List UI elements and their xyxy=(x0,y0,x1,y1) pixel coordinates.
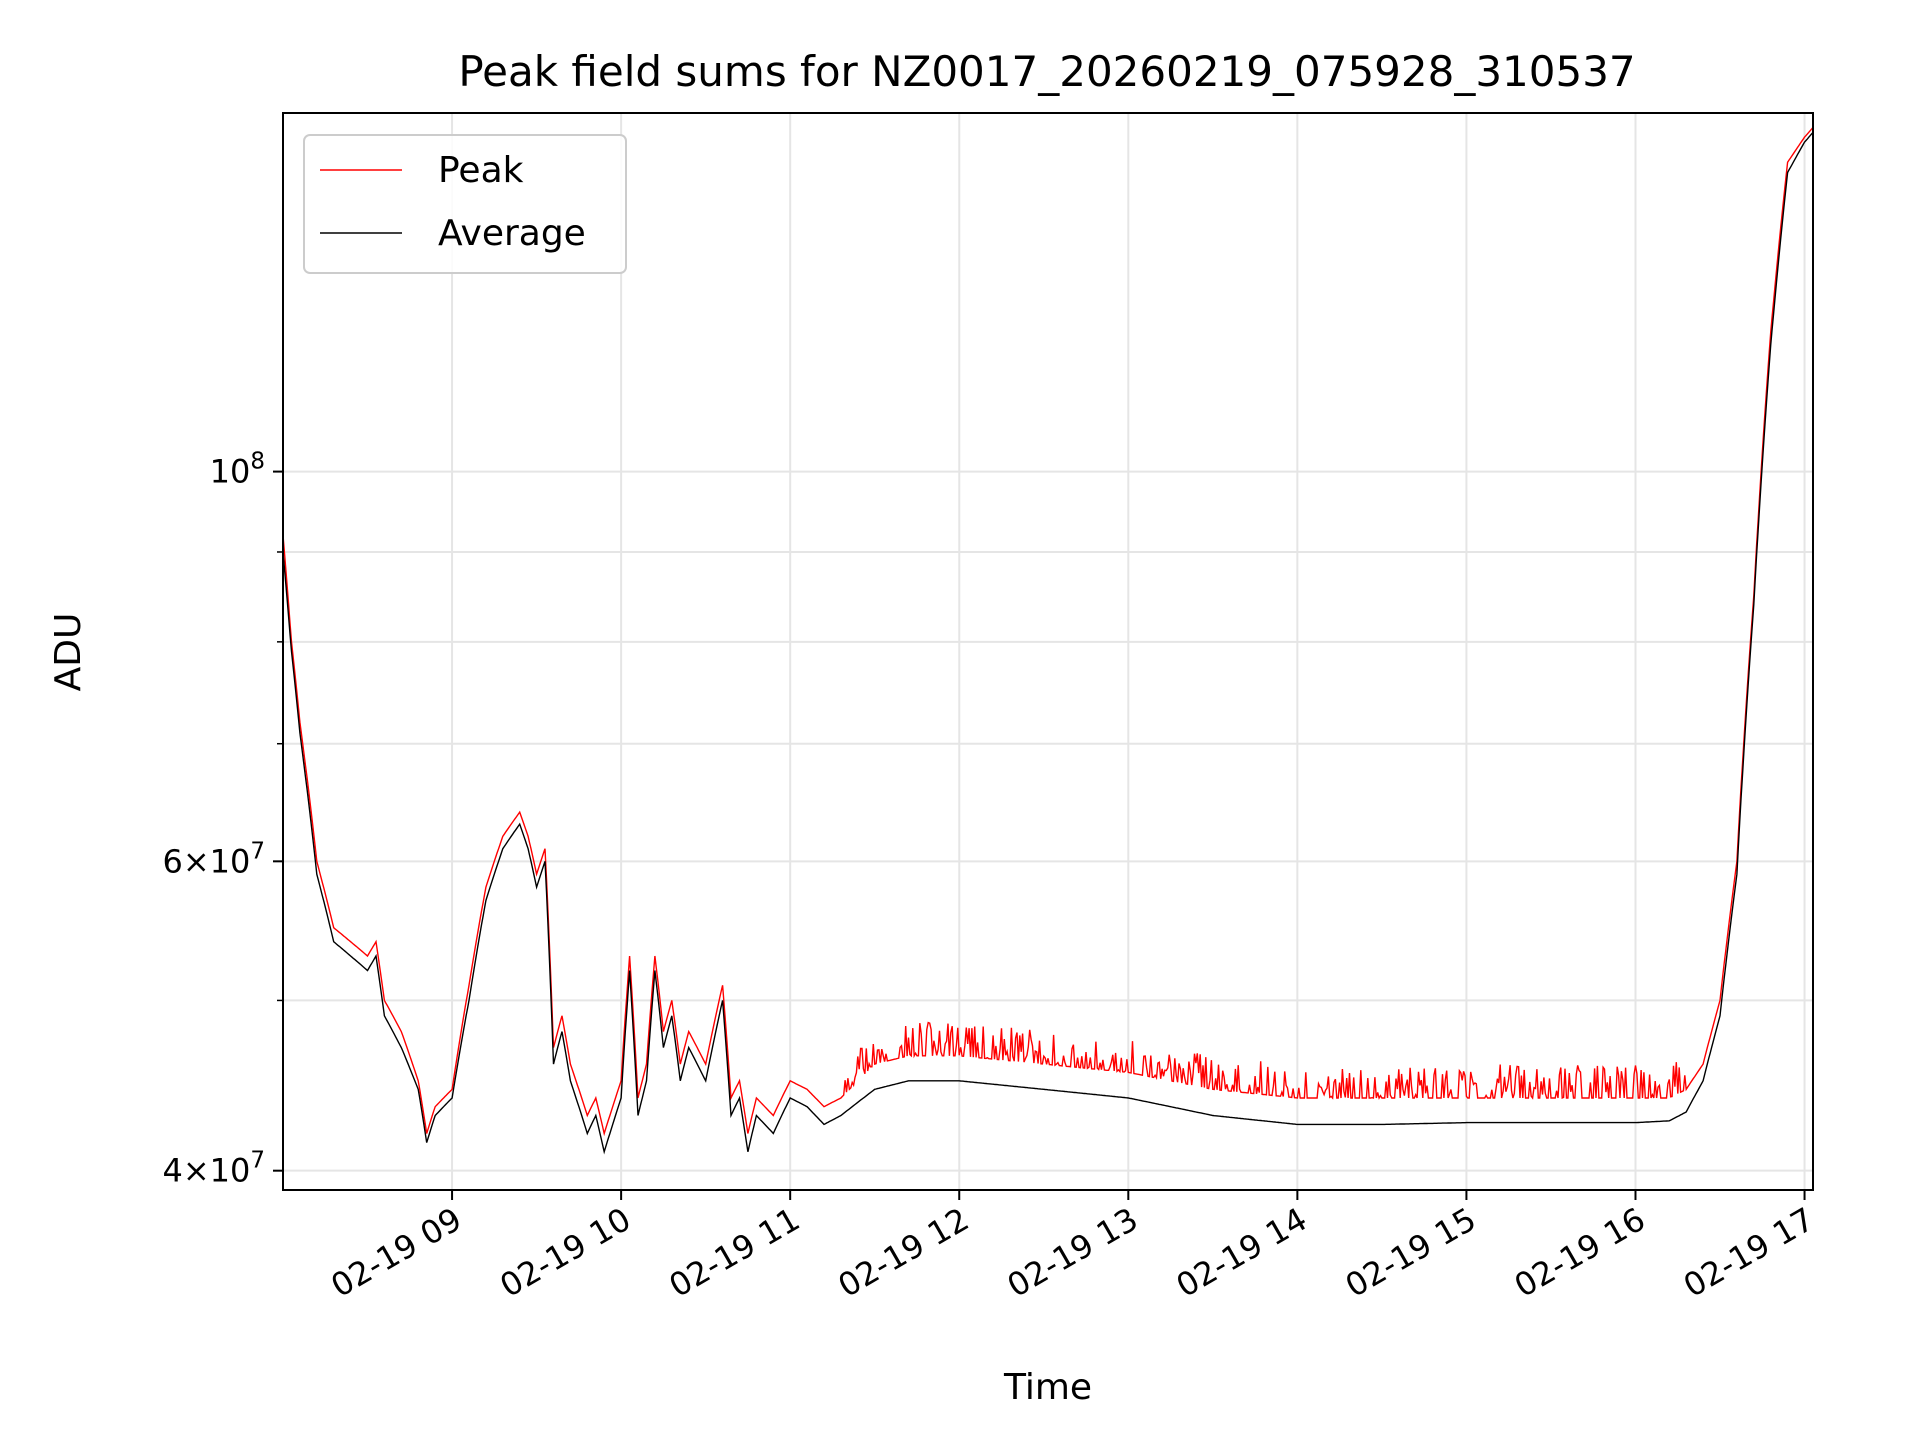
axes-frame xyxy=(282,112,1814,1191)
x-axis-label: Time xyxy=(1003,1367,1092,1408)
y-tick-label: 108 xyxy=(210,449,265,491)
series-average-line xyxy=(282,131,1814,1155)
grid-lines xyxy=(283,113,1813,1190)
y-tick-label: 4×107 xyxy=(162,1148,265,1190)
legend-average-label: Average xyxy=(438,213,586,254)
y-tick-label: 6×107 xyxy=(162,838,265,880)
y-axis-label: ADU xyxy=(48,613,89,692)
legend-peak-label: Peak xyxy=(438,150,524,191)
legend: Peak Average xyxy=(303,134,627,274)
series-lines xyxy=(282,126,1814,1155)
series-peak-line xyxy=(282,126,1814,1137)
chart-title: Peak field sums for NZ0017_20260219_0759… xyxy=(458,47,1635,96)
